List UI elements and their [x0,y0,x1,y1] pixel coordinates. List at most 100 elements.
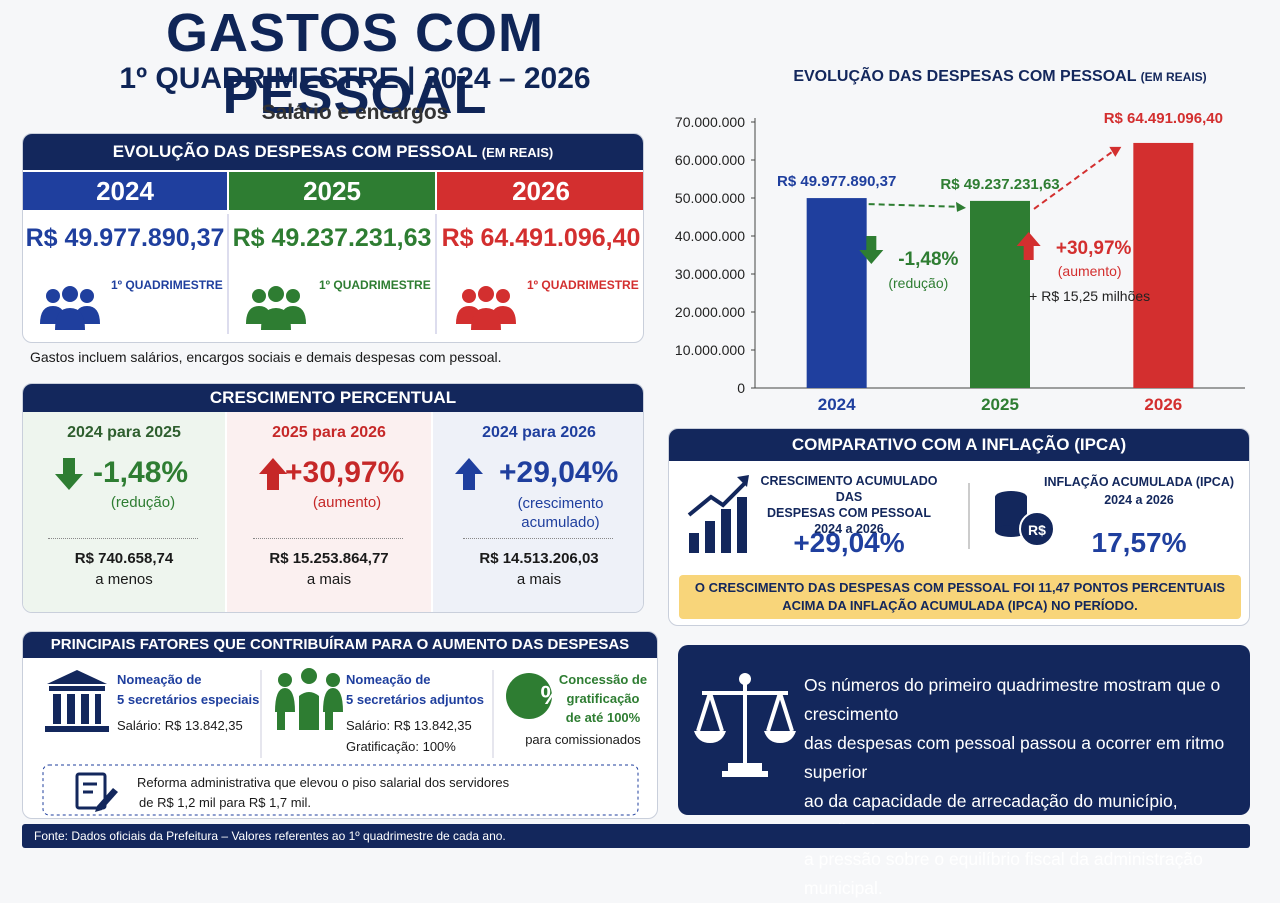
growth-direction: a mais [306,571,352,588]
y-tick-label: 20.000.000 [675,304,745,320]
divider [435,214,437,334]
label-line: CRESCIMENTO ACUMULADO DAS [760,474,938,504]
growth-direction: a menos [95,571,153,588]
conclusion-line: a pressão sobre o equilíbrio fiscal da a… [804,849,1203,898]
coin-icon-text: R$ [1028,522,1046,538]
x-tick-label: 2025 [981,395,1019,414]
page-title: GASTOS COM PESSOAL [165,3,545,125]
growth-label: 2025 para 2026 [272,424,386,441]
reform-text: Reforma administrativa que elevou o piso… [137,773,509,813]
growth-arrows [55,458,483,490]
evolution-card: EVOLUÇÃO DAS DESPESAS COM PESSOAL (EM RE… [22,133,644,343]
growth-percent: +30,97% [285,456,405,489]
growth-label: 2024 para 2026 [482,424,596,441]
source-bar: Fonte: Dados oficiais da Prefeitura – Va… [22,824,1250,848]
conclusion-box: Os números do primeiro quadrimestre most… [678,645,1250,898]
inflation-right-value: 17,57% [1091,527,1187,558]
bar [970,200,1030,388]
banner-line: O CRESCIMENTO DAS DESPESAS COM PESSOAL F… [694,580,1226,595]
inflation-left-label: CRESCIMENTO ACUMULADO DAS DESPESAS COM PE… [749,473,949,537]
year-tab [229,172,435,210]
banner-line: ACIMA DA INFLAÇÃO ACUMULADA (IPCA) NO PE… [782,598,1138,613]
conclusion-text: Os números do primeiro quadrimestre most… [804,671,1250,903]
factor-title: Concessão de gratificação de até 100% [553,670,653,727]
factors-card: PRINCIPAIS FATORES QUE CONTRIBUÍRAM PARA… [22,631,658,819]
inflation-title: COMPARATIVO COM A INFLAÇÃO (IPCA) [669,429,1249,461]
annotation-arrow [859,236,884,264]
growth-label: 2024 para 2025 [67,424,181,441]
chart-title-unit: (EM REAIS) [1141,70,1207,84]
growth-amount: R$ 740.658,74 [74,550,174,567]
factor-title-line: 5 secretários adjuntos [346,692,484,707]
bar [1133,142,1194,388]
evolution-note: Gastos incluem salários, encargos sociai… [30,349,502,365]
factor-title-line: Nomeação de [117,672,202,687]
label-line: DESPESAS COM PESSOAL [767,506,931,520]
page: GASTOS COM PESSOAL 1º QUADRIMESTRE | 202… [22,3,1250,898]
people-icons [40,286,516,330]
trend-arrow [868,203,963,208]
annotation-note: (redução) [888,275,948,291]
arrow-head [1109,146,1122,157]
year-amount: R$ 64.491.096,40 [441,224,641,252]
year-amount: R$ 49.977.890,37 [25,224,225,252]
chart: EVOLUÇÃO DAS DESPESAS COM PESSOAL (EM RE… [675,65,1245,414]
arrow-head [956,201,966,212]
divider [48,538,198,539]
factor-salary: Salário: R$ 13.842,35 [117,718,243,733]
period-label: 1º QUADRIMESTRE [527,278,639,292]
factor-icons [42,668,639,816]
y-tick-label: 40.000.000 [675,228,745,244]
evolution-unit: (EM REAIS) [481,145,554,160]
growth-percent: +29,04% [499,456,619,489]
evolution-header: EVOLUÇÃO DAS DESPESAS COM PESSOAL (EM RE… [23,134,643,170]
annotation: +30,97% [1056,238,1132,259]
annotation-arrow [1016,232,1041,260]
growth-amount: R$ 15.253.864,77 [269,550,389,567]
y-tick-label: 10.000.000 [675,342,745,358]
year-label: 2026 [512,176,570,206]
evolution-title: EVOLUÇÃO DAS DESPESAS COM PESSOAL [112,142,478,161]
conclusion-line: Os números do primeiro quadrimestre most… [804,675,1221,724]
divider [253,538,403,539]
factor-title-line: de até 100% [565,710,641,725]
conclusion-line: das despesas com pessoal passou a ocorre… [804,733,1225,782]
source: Fonte: Dados oficiais da Prefeitura – Va… [34,829,506,843]
factors-title: PRINCIPAIS FATORES QUE CONTRIBUÍRAM PARA… [23,632,657,658]
annotation-extra: + R$ 15,25 milhões [1029,288,1150,304]
trend-arrow [1033,150,1114,210]
reform-line: de R$ 1,2 mil para R$ 1,7 mil. [139,795,311,810]
growth-column [227,412,431,612]
factor-title-line: gratificação [566,691,640,706]
y-tick-label: 70.000.000 [675,114,745,130]
factor-salary: Salário: R$ 13.842,35 [346,718,472,733]
year-tab [23,172,227,210]
factor-note: para comissionados [525,732,641,747]
inflation-icons [687,475,1055,553]
divider [463,538,613,539]
x-tick-label: 2024 [818,395,856,414]
factor-title: Nomeação de 5 secretários especiais [117,670,259,710]
y-tick-label: 50.000.000 [675,190,745,206]
year-label: 2025 [303,176,361,206]
year-label: 2024 [96,176,154,206]
inflation-left-value: +29,04% [793,527,905,558]
page-note: Salário e encargos [261,101,449,124]
factor-title-line: Concessão de [558,672,648,687]
y-tick-label: 60.000.000 [675,152,745,168]
growth-title: CRESCIMENTO PERCENTUAL [23,384,643,412]
growth-kind: (redução) [110,494,176,511]
growth-column [433,412,643,612]
chart-title: EVOLUÇÃO DAS DESPESAS COM PESSOAL (EM RE… [793,65,1206,85]
growth-direction: a mais [516,571,562,588]
factor-title: Nomeação de 5 secretários adjuntos [346,670,484,710]
x-tick-label: 2026 [1144,395,1182,414]
page-subtitle: 1º QUADRIMESTRE | 2024 – 2026 [119,62,591,95]
y-tick-label: 30.000.000 [675,266,745,282]
chart-title-text: EVOLUÇÃO DAS DESPESAS COM PESSOAL [793,65,1136,85]
factor-bonus: Gratificação: 100% [346,739,456,754]
bar [806,198,867,388]
year-tab [437,172,643,210]
annotation: -1,48% [898,249,958,270]
label-line: 2024 a 2026 [1104,493,1174,507]
